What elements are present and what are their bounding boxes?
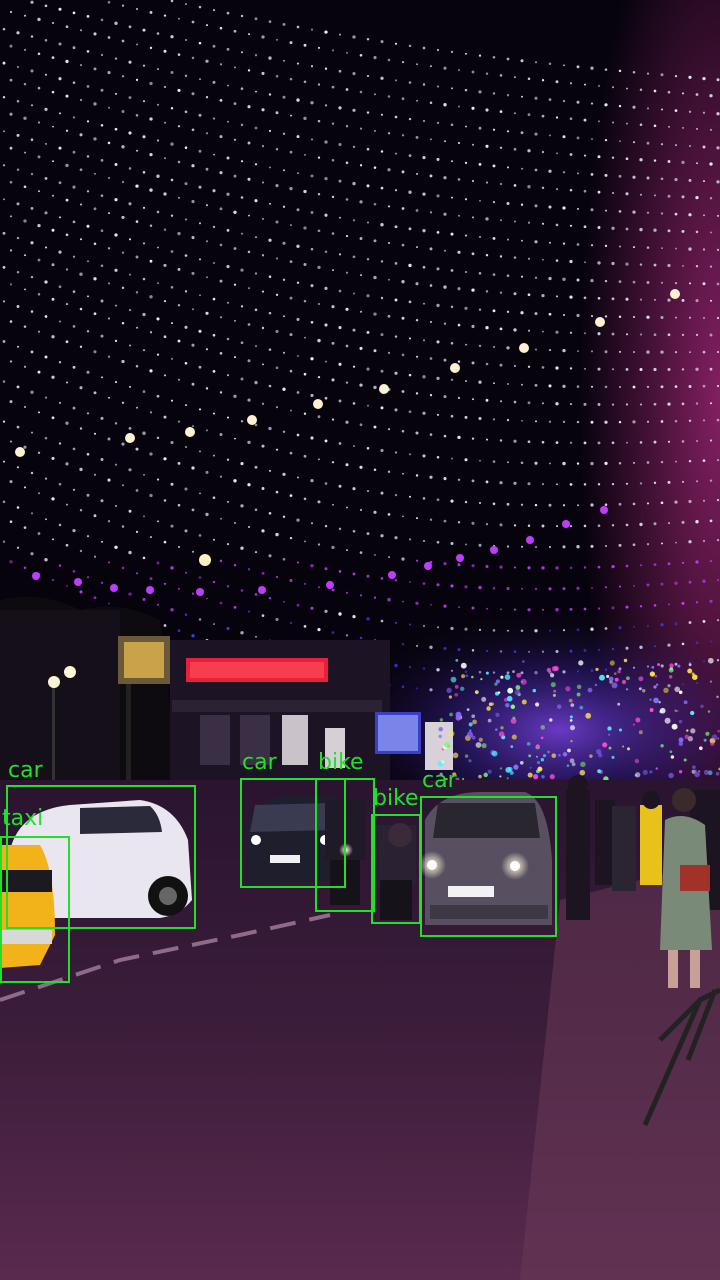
detection-box-taxi (0, 836, 70, 983)
pedestrian-crowd (566, 775, 720, 920)
dark-car (245, 795, 345, 885)
barricade (642, 987, 720, 1127)
detection-box-bike (371, 814, 421, 924)
detection-box-car (6, 785, 196, 929)
fairy-light-canopy (2, 0, 720, 692)
hoarding-art (124, 642, 164, 678)
building-left (0, 610, 120, 790)
detection-box-car (420, 796, 557, 937)
white-sedan (10, 800, 192, 918)
street-lamp (64, 666, 76, 678)
detection-label-car: car (242, 750, 277, 775)
billboard-pole (126, 684, 131, 784)
shop-awning (172, 700, 382, 712)
detection-label-car: car (8, 758, 43, 783)
detection-label-car: car (422, 768, 457, 793)
motorbike-rider (378, 823, 416, 920)
detection-label-taxi: taxi (2, 806, 44, 831)
detection-label-bike: bike (318, 750, 364, 775)
road-marking (0, 913, 331, 1002)
detection-box-bike (315, 778, 375, 912)
woman-with-phone (660, 788, 712, 988)
detection-label-bike: bike (373, 786, 419, 811)
detection-box-car (240, 778, 346, 888)
grey-hatchback (418, 792, 552, 925)
yellow-taxi (0, 845, 55, 968)
street-lamp (48, 676, 60, 688)
street-lamp (199, 554, 211, 566)
